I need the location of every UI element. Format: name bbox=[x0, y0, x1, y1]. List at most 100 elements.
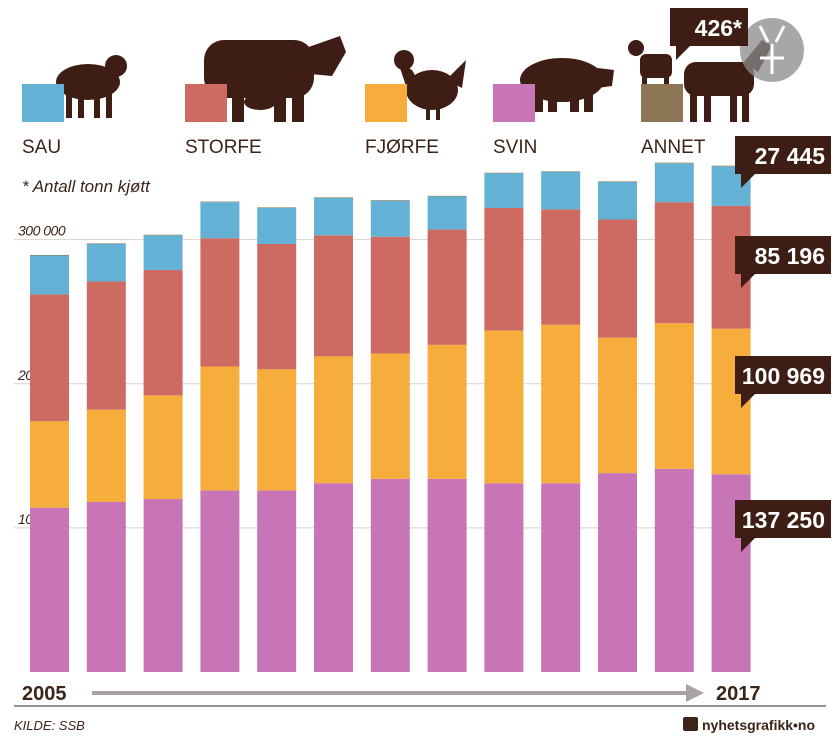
source-note: KILDE: SSB bbox=[14, 718, 85, 733]
bar-sau-2005 bbox=[30, 255, 69, 295]
bar-fjorfe-2012 bbox=[427, 344, 467, 479]
legend-label-svin: SVIN bbox=[493, 137, 537, 158]
bar-fjorfe-2011 bbox=[370, 353, 410, 479]
bar-annet-2011 bbox=[370, 200, 410, 201]
bar-annet-2015 bbox=[598, 181, 637, 182]
bar-svin-2006 bbox=[86, 501, 126, 672]
grid: 100 000200 000300 000 bbox=[14, 223, 826, 529]
callout-label-svin: 137 250 bbox=[742, 507, 825, 533]
legend-swatch-fjorfe bbox=[365, 84, 407, 122]
bar-svin-2010 bbox=[314, 483, 353, 672]
reindeer-badge-icon bbox=[740, 18, 804, 82]
bar-storfe-2013 bbox=[484, 207, 524, 331]
bar-annet-2006 bbox=[86, 243, 126, 244]
bar-storfe-2006 bbox=[86, 281, 126, 410]
bar-svin-2012 bbox=[427, 478, 467, 672]
bar-sau-2013 bbox=[484, 173, 524, 208]
bar-sau-2014 bbox=[541, 171, 581, 210]
bar-sau-2011 bbox=[370, 200, 410, 237]
bar-storfe-2010 bbox=[314, 235, 353, 357]
bar-storfe-2015 bbox=[598, 219, 637, 338]
bar-annet-2017 bbox=[711, 165, 751, 167]
legend-swatch-svin bbox=[493, 84, 535, 122]
bar-annet-2012 bbox=[427, 195, 467, 197]
bar-annet-2014 bbox=[541, 171, 581, 172]
chicken-icon bbox=[394, 50, 466, 120]
bar-storfe-2012 bbox=[427, 229, 467, 345]
bar-svin-2011 bbox=[370, 478, 410, 672]
callouts: 426* 27 445 85 196 100 969 137 250 bbox=[670, 8, 831, 552]
y-tick-label-300000: 300 000 bbox=[18, 223, 66, 239]
bar-svin-2014 bbox=[541, 483, 581, 672]
bars bbox=[30, 162, 751, 672]
callout-pointer-sau bbox=[741, 174, 755, 188]
bar-svin-2015 bbox=[598, 473, 637, 672]
bar-annet-2009 bbox=[257, 207, 297, 208]
callout-label-fjorfe: 100 969 bbox=[742, 363, 825, 389]
bar-fjorfe-2015 bbox=[598, 337, 637, 474]
callout-pointer-svin bbox=[741, 538, 755, 552]
x-label-end: 2017 bbox=[716, 683, 761, 705]
bar-sau-2007 bbox=[143, 235, 183, 270]
bar-fjorfe-2014 bbox=[541, 324, 581, 484]
bar-storfe-2005 bbox=[30, 294, 69, 422]
bar-sau-2015 bbox=[598, 182, 637, 220]
legend: SAU STORFE FJØRFE SVIN ANNET bbox=[22, 84, 706, 158]
x-label-start: 2005 bbox=[22, 683, 67, 705]
bar-sau-2016 bbox=[654, 163, 694, 203]
bar-annet-2010 bbox=[314, 197, 353, 198]
callout-box-fjorfe bbox=[735, 356, 831, 394]
legend-swatch-storfe bbox=[185, 84, 227, 122]
bar-fjorfe-2010 bbox=[314, 356, 353, 484]
bar-annet-2013 bbox=[484, 172, 524, 174]
callout-pointer-annet bbox=[676, 46, 690, 60]
callout-box-svin bbox=[735, 500, 831, 538]
bar-annet-2007 bbox=[143, 234, 183, 236]
bar-svin-2013 bbox=[484, 483, 524, 672]
sheep-icon bbox=[56, 55, 127, 118]
bar-storfe-2011 bbox=[370, 236, 410, 354]
callout-pointer-storfe bbox=[741, 274, 755, 288]
pig-icon bbox=[520, 58, 614, 112]
bar-fjorfe-2009 bbox=[257, 369, 297, 491]
bar-fjorfe-2008 bbox=[200, 366, 240, 491]
bar-sau-2008 bbox=[200, 202, 240, 239]
bar-svin-2008 bbox=[200, 490, 240, 672]
callout-label-annet: 426* bbox=[695, 15, 742, 41]
bar-fjorfe-2007 bbox=[143, 395, 183, 500]
timeline-arrow-head bbox=[686, 684, 704, 702]
brand-logo: nyhetsgrafikk•no bbox=[683, 717, 815, 733]
x-axis: 2005 2017 bbox=[14, 683, 826, 707]
bar-svin-2007 bbox=[143, 499, 183, 672]
bar-annet-2008 bbox=[200, 201, 240, 203]
bar-svin-2005 bbox=[30, 507, 69, 672]
bar-fjorfe-2016 bbox=[654, 323, 694, 469]
bar-sau-2006 bbox=[86, 243, 126, 282]
bar-storfe-2014 bbox=[541, 209, 581, 325]
brand-name: nyhetsgrafikk•no bbox=[702, 717, 815, 733]
legend-label-storfe: STORFE bbox=[185, 137, 262, 158]
bar-fjorfe-2005 bbox=[30, 421, 69, 508]
bar-fjorfe-2006 bbox=[86, 409, 126, 502]
bar-sau-2009 bbox=[257, 207, 297, 244]
bar-fjorfe-2013 bbox=[484, 330, 524, 484]
bar-svin-2009 bbox=[257, 490, 297, 672]
callout-pointer-fjorfe bbox=[741, 394, 755, 408]
legend-swatch-sau bbox=[22, 84, 64, 122]
callout-box-sau bbox=[735, 136, 831, 174]
bar-annet-2016 bbox=[654, 162, 694, 164]
bar-storfe-2016 bbox=[654, 202, 694, 324]
callout-label-storfe: 85 196 bbox=[755, 243, 825, 269]
callout-box-annet bbox=[670, 8, 748, 46]
callout-box-storfe bbox=[735, 236, 831, 274]
bar-sau-2012 bbox=[427, 196, 467, 230]
bar-annet-2005 bbox=[30, 254, 69, 256]
unit-note: * Antall tonn kjøtt bbox=[22, 177, 151, 196]
legend-label-sau: SAU bbox=[22, 137, 61, 158]
legend-label-fjorfe: FJØRFE bbox=[365, 137, 439, 158]
bar-storfe-2009 bbox=[257, 243, 297, 370]
legend-label-annet: ANNET bbox=[641, 137, 706, 158]
legend-swatch-annet bbox=[641, 84, 683, 122]
bar-svin-2016 bbox=[654, 468, 694, 672]
